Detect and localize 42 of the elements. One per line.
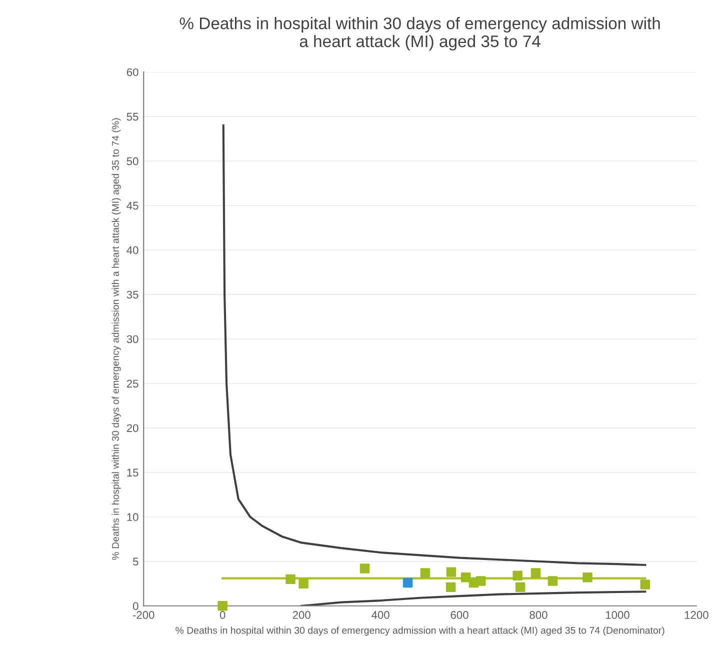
point <box>360 564 370 574</box>
x-tick-label: 800 <box>530 611 548 619</box>
point <box>530 568 541 578</box>
y-tick-label: 60 <box>126 68 138 76</box>
x-tick-label: 200 <box>292 611 310 619</box>
point <box>548 576 558 586</box>
y-tick-label: 40 <box>126 246 138 254</box>
chart-title: % Deaths in hospital within 30 days of emergency admission with a heart attack (MI) aged 35 to 74 <box>180 17 660 51</box>
y-tick-label: 20 <box>126 424 138 432</box>
y-tick-label: 15 <box>127 468 138 477</box>
point <box>286 574 296 584</box>
x-tick-label: 600 <box>450 611 468 619</box>
x-tick-label: -200 <box>132 611 154 619</box>
x-tick-label: 1000 <box>606 611 630 619</box>
y-tick-label: 45 <box>126 202 138 210</box>
point <box>640 580 650 590</box>
point <box>460 572 471 582</box>
point <box>446 582 456 592</box>
x-axis-title: % Deaths in hospital within 30 days of emergency admission with a heart attack (MI) aged 35 to 74 (Denominator) <box>176 626 664 636</box>
y-tick-label: 35 <box>126 290 138 299</box>
y-axis-title: % Deaths in hospital within 30 days of emergency admission with a heart attack (MI) aged 35 to 74 (%) <box>112 118 121 560</box>
y-tick-label: 10 <box>127 513 138 522</box>
y-tick-label: 25 <box>126 380 138 388</box>
y-tick-label: 5 <box>133 558 138 566</box>
point <box>515 582 526 592</box>
line-series <box>300 590 646 606</box>
point <box>298 578 308 588</box>
point <box>420 568 430 578</box>
point <box>402 578 413 588</box>
y-tick-label: 50 <box>126 157 138 166</box>
y-tick-label: 30 <box>126 335 138 344</box>
y-tick-label: 55 <box>126 112 138 121</box>
point <box>218 601 228 611</box>
x-tick-label: 400 <box>372 611 390 619</box>
point <box>446 567 456 577</box>
x-tick-label: 1200 <box>684 611 708 619</box>
point <box>582 572 592 582</box>
point <box>512 570 522 580</box>
line-series <box>222 124 646 566</box>
x-tick-label: 0 <box>220 611 226 619</box>
y-tick-label: 0 <box>132 602 138 610</box>
point <box>476 576 486 586</box>
